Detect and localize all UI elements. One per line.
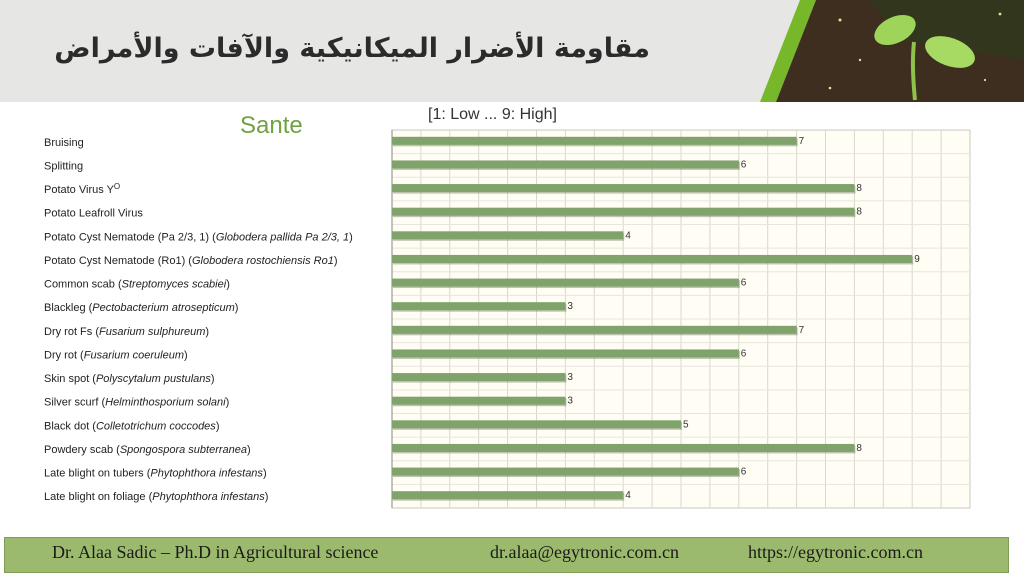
- bar: [392, 278, 739, 287]
- bar: [392, 443, 855, 452]
- bar: [392, 302, 566, 311]
- bar-value-label: 3: [567, 396, 573, 407]
- bar-value-label: 4: [625, 230, 631, 241]
- bar: [392, 467, 739, 476]
- category-label: Silver scurf (Helminthosporium solani): [44, 397, 229, 409]
- category-label: Bruising: [44, 137, 84, 149]
- bar-value-label: 3: [567, 372, 573, 383]
- category-label: Common scab (Streptomyces scabiei): [44, 279, 230, 291]
- category-label: Skin spot (Polyscytalum pustulans): [44, 373, 215, 385]
- bar: [392, 373, 566, 382]
- bar: [392, 184, 855, 193]
- bar-value-label: 6: [741, 159, 747, 170]
- category-label: Potato Virus YO: [44, 182, 120, 196]
- leaf-left: [874, 14, 916, 46]
- category-label: Powdery scab (Spongospora subterranea): [44, 444, 251, 456]
- bar-value-label: 8: [856, 443, 862, 454]
- bar-value-label: 6: [741, 278, 747, 289]
- bar-value-label: 7: [799, 325, 805, 336]
- footer-email[interactable]: dr.alaa@egytronic.com.cn: [490, 542, 679, 562]
- bar-value-label: 5: [683, 419, 689, 430]
- bar: [392, 160, 739, 169]
- leaf-right: [925, 36, 975, 68]
- category-label: Blackleg (Pectobacterium atrosepticum): [44, 302, 238, 314]
- footer-bar: [4, 537, 1009, 573]
- bar: [392, 325, 797, 334]
- category-label: Late blight on foliage (Phytophthora inf…: [44, 491, 268, 503]
- category-label: Dry rot (Fusarium coeruleum): [44, 349, 188, 361]
- bar-value-label: 8: [856, 207, 862, 218]
- bar: [392, 207, 855, 216]
- bar-value-label: 9: [914, 254, 920, 265]
- category-label: Potato Cyst Nematode (Ro1) (Globodera ro…: [44, 255, 337, 267]
- bar-value-label: 4: [625, 490, 631, 501]
- bar-value-label: 6: [741, 348, 747, 359]
- category-label: Late blight on tubers (Phytophthora infe…: [44, 468, 267, 480]
- footer-author: Dr. Alaa Sadic – Ph.D in Agricultural sc…: [52, 542, 379, 562]
- page-title: مقاومة الأضرار الميكانيكية والآفات والأم…: [54, 33, 650, 64]
- chart-title: Sante: [240, 112, 303, 139]
- category-label: Black dot (Colletotrichum coccodes): [44, 420, 219, 432]
- bar: [392, 136, 797, 145]
- bar-value-label: 6: [741, 467, 747, 478]
- bar: [392, 231, 624, 240]
- bar-value-label: 3: [567, 301, 573, 312]
- plant-sprout-image: [760, 0, 1024, 102]
- grid-lines: [392, 130, 970, 508]
- category-label: Splitting: [44, 160, 83, 172]
- bar: [392, 491, 624, 500]
- footer-website[interactable]: https://egytronic.com.cn: [748, 542, 923, 562]
- category-label: Potato Leafroll Virus: [44, 208, 143, 220]
- bar: [392, 349, 739, 358]
- category-label: Dry rot Fs (Fusarium sulphureum): [44, 326, 209, 338]
- bar: [392, 254, 913, 263]
- green-stripe-shape: [760, 0, 816, 102]
- bar-value-label: 7: [799, 136, 805, 147]
- scale-note: [1: Low ... 9: High]: [428, 106, 557, 123]
- bar-value-label: 8: [856, 183, 862, 194]
- bar: [392, 420, 681, 429]
- bar: [392, 396, 566, 405]
- category-label: Potato Cyst Nematode (Pa 2/3, 1) (Globod…: [44, 231, 353, 243]
